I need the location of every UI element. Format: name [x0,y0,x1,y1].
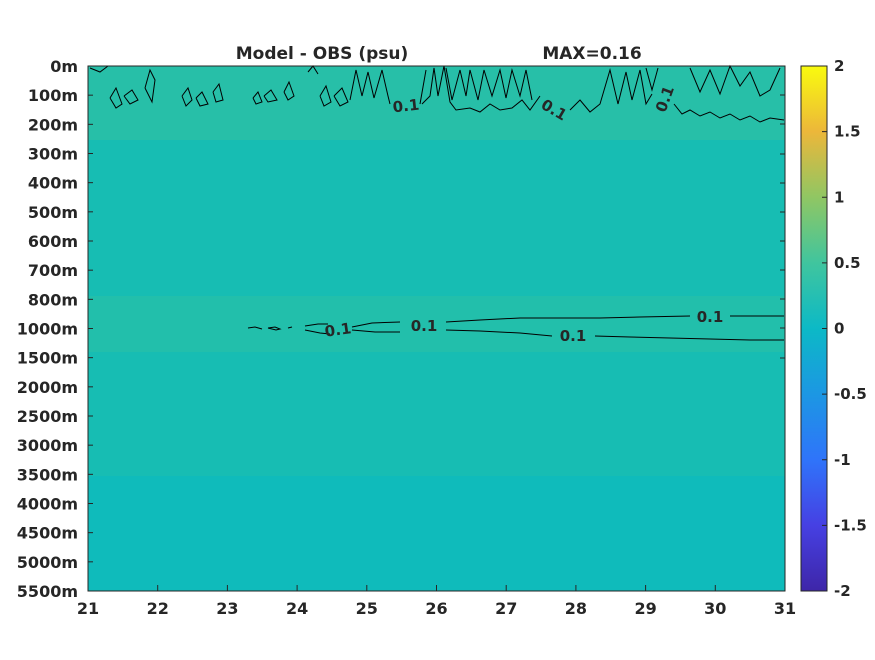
y-tick-label: 2500m [17,407,78,426]
y-tick-label: 500m [28,203,78,222]
colorbar-tick-label: 0 [834,320,844,338]
colorbar-tick-label: -1.5 [834,516,867,534]
x-tick-label: 29 [634,599,656,618]
x-tick-label: 26 [425,599,447,618]
y-axis-ticks: 0m 100m 200m 300m 400m 500m 600m 700m 800m 1000m 1… [17,57,93,601]
x-tick-label: 30 [704,599,726,618]
y-tick-label: 800m [28,290,78,309]
y-tick-label: 4000m [17,495,78,514]
colorbar-ticks: 2 1.5 1 0.5 0 -0.5 -1 -1.5 -2 [822,57,867,600]
x-tick-label: 21 [77,599,99,618]
chart-max-label: MAX=0.16 [542,44,641,64]
y-tick-label: 4500m [17,524,78,543]
y-tick-label: 300m [28,145,78,164]
colorbar-tick-label: 1 [834,188,844,206]
contour-label: 0.1 [411,317,438,335]
band-mid [88,352,785,480]
y-tick-label: 2000m [17,378,78,397]
colorbar-tick-label: 2 [834,57,844,75]
x-axis-ticks: 21 22 23 24 25 26 27 28 29 30 31 [77,585,796,618]
contour-1000m [247,315,784,341]
x-tick-label: 31 [774,599,796,618]
contour-surface [89,64,785,123]
y-tick-label: 600m [28,232,78,251]
y-tick-label: 1500m [17,349,78,368]
plot-area: 0.1 0.1 0.1 0.1 0.1 0.1 0.1 [87,64,786,592]
y-tick-label: 5000m [17,553,78,572]
y-tick-label: 700m [28,261,78,280]
colorbar: 2 1.5 1 0.5 0 -0.5 -1 -1.5 -2 [800,57,867,600]
x-tick-label: 27 [495,599,517,618]
y-tick-label: 400m [28,174,78,193]
y-tick-label: 200m [28,115,78,134]
contour-label: 0.1 [392,96,420,117]
x-tick-label: 24 [286,599,308,618]
colorbar-tick-label: -1 [834,451,851,469]
frame-ticks [780,94,785,359]
y-tick-label: 3000m [17,436,78,455]
y-tick-label: 3500m [17,465,78,484]
contour-label: 0.1 [324,319,353,341]
y-tick-label: 0m [50,57,78,76]
y-tick-label: 100m [28,86,78,105]
colorbar-tick-label: -0.5 [834,385,867,403]
band-upper [88,140,785,300]
colorbar-tick-label: 1.5 [834,123,861,141]
colorbar-tick-label: -2 [834,582,851,600]
contour-label: 0.1 [560,327,587,345]
x-tick-label: 23 [216,599,238,618]
band-surface [88,66,785,146]
band-deep [88,476,785,591]
band-intermediate [88,296,785,356]
y-tick-label: 1000m [17,320,78,339]
x-tick-label: 28 [565,599,587,618]
y-tick-label: 5500m [17,582,78,601]
contour-label: 0.1 [697,308,724,326]
colorbar-tick-label: 0.5 [834,254,861,272]
x-tick-label: 22 [147,599,169,618]
x-tick-label: 25 [356,599,378,618]
chart-title: Model - OBS (psu) [236,44,409,64]
